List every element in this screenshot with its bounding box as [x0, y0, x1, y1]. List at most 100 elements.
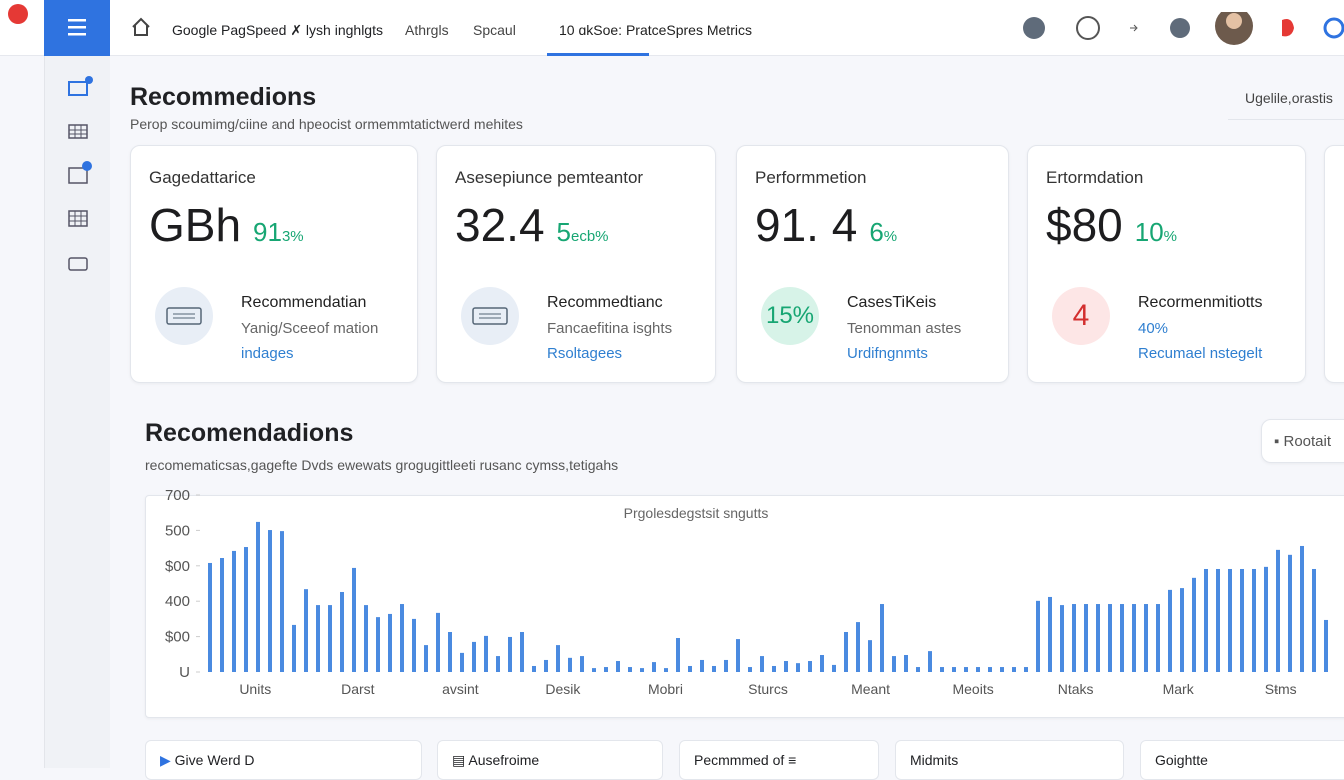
- bar: [1240, 568, 1244, 672]
- bar: [256, 521, 260, 672]
- doc-icon: ▤: [452, 752, 469, 768]
- rec-line: indages: [241, 345, 294, 362]
- rec-title: Recormenmitiotts: [1138, 294, 1263, 311]
- app-title: Google PagSpeed ✗ lysh inghlgts: [172, 22, 383, 38]
- bar: [376, 617, 380, 672]
- bottom-tab[interactable]: Midmits: [895, 740, 1124, 780]
- rec-line: Tenomman astes: [847, 320, 962, 337]
- bar: [1192, 577, 1196, 672]
- bar: [652, 662, 656, 672]
- bar: [904, 655, 908, 672]
- rec-title: Recommendatian: [241, 294, 367, 311]
- menu-icon: [68, 19, 86, 36]
- bar: [844, 631, 848, 672]
- delta-unit: %: [1163, 228, 1178, 245]
- x-tick-label: Sŧms: [1265, 681, 1297, 697]
- filter-select[interactable]: Ugelile,orastis: [1228, 90, 1344, 120]
- rec-block: Recommendatian Yanig/Sceeof mation indages: [241, 294, 378, 362]
- x-tick-label: Sturcs: [748, 681, 788, 697]
- x-tick-label: Mark: [1163, 681, 1195, 697]
- menu-button[interactable]: [44, 0, 110, 56]
- bar: [1060, 605, 1064, 672]
- bar: [532, 665, 536, 672]
- metric-card: Gagedattarice GBh 913% Recommendatian Yanig/…: [130, 145, 418, 383]
- delta-unit: %: [883, 228, 898, 245]
- bar: [604, 667, 608, 672]
- y-tick-label: U: [179, 664, 190, 681]
- x-tick-label: Ntaks: [1058, 681, 1094, 697]
- bar: [292, 624, 296, 672]
- bar: [1120, 604, 1124, 672]
- bar: [832, 664, 836, 672]
- bar: [304, 589, 308, 672]
- bar: [1276, 549, 1280, 672]
- bar: [1084, 604, 1088, 672]
- bottom-tab[interactable]: ▤ Ausefroime: [437, 740, 663, 780]
- card-partial: [1324, 145, 1344, 383]
- bottom-tab[interactable]: Goightte: [1140, 740, 1344, 780]
- card-value: GBh: [149, 199, 242, 251]
- delta-number: 91: [253, 217, 282, 247]
- x-tick-label: Darst: [341, 681, 375, 697]
- bar: [1072, 604, 1076, 672]
- bar: [988, 667, 992, 672]
- bar: [280, 531, 284, 672]
- bar: [424, 645, 428, 672]
- bar: [928, 651, 932, 672]
- card-value-row: $80 10%: [1046, 198, 1177, 252]
- bar: [880, 604, 884, 672]
- bar: [508, 636, 512, 672]
- bar: [1264, 566, 1268, 672]
- nav-tab[interactable]: Spcaul: [473, 22, 516, 38]
- bar: [700, 659, 704, 672]
- rec-block: CasesTiKeis Tenomman astes Urdifngnmts: [847, 294, 961, 362]
- bar: [1216, 568, 1220, 672]
- bar: [556, 645, 560, 672]
- home-icon[interactable]: [130, 16, 152, 38]
- bar: [436, 612, 440, 672]
- x-tick-label: Units: [239, 681, 271, 697]
- metric-card: Ertormdation $80 10% 4 Recormenmitiotts 40% Re…: [1027, 145, 1306, 383]
- bar: [1012, 667, 1016, 672]
- card-badge: 15%: [761, 287, 819, 345]
- sidebar: [44, 56, 110, 768]
- nav-tab-active[interactable]: 10 ɑkSoe: PratceSpres Metrics: [559, 22, 752, 38]
- bar: [856, 622, 860, 672]
- bar: [328, 605, 332, 672]
- tab-label: Goightte: [1155, 752, 1208, 768]
- delta-number: 10: [1134, 217, 1164, 247]
- bar: [1024, 667, 1028, 672]
- tab-label: Midmits: [910, 752, 959, 768]
- y-tick-label: $00: [165, 558, 190, 575]
- bar: [460, 652, 464, 672]
- bar: [724, 659, 728, 672]
- bar: [316, 605, 320, 672]
- page-title: Recommedions: [130, 83, 317, 111]
- bar: [796, 663, 800, 672]
- bar: [1036, 600, 1040, 672]
- delta-number: 5: [556, 217, 571, 247]
- bar: [244, 547, 248, 672]
- bar: [352, 567, 356, 672]
- card-label: Performmetion: [755, 168, 867, 187]
- report-button[interactable]: ▪ Rootait: [1261, 419, 1344, 463]
- badge-icon: [166, 307, 202, 325]
- nav-tab[interactable]: Athrgls: [405, 22, 449, 38]
- bottom-tab[interactable]: Pecmmmed of ≡: [679, 740, 879, 780]
- bottom-tab[interactable]: ▶ Give Werd D: [145, 740, 422, 780]
- bar: [1324, 619, 1328, 672]
- bar: [1204, 568, 1208, 672]
- bar: [676, 638, 680, 672]
- bar: [520, 631, 524, 672]
- card-value: 32.4: [455, 199, 545, 251]
- sidebar-icons: [68, 76, 93, 271]
- rec-line: Rsoltagees: [547, 345, 623, 362]
- x-tick-label: avsint: [442, 681, 479, 697]
- top-bar: [0, 0, 1344, 56]
- bar: [616, 661, 620, 672]
- bar: [1300, 545, 1304, 672]
- chart-title: Prgolesdegstsit sngutts: [624, 505, 769, 521]
- bar: [1252, 568, 1256, 672]
- bar: [484, 635, 488, 672]
